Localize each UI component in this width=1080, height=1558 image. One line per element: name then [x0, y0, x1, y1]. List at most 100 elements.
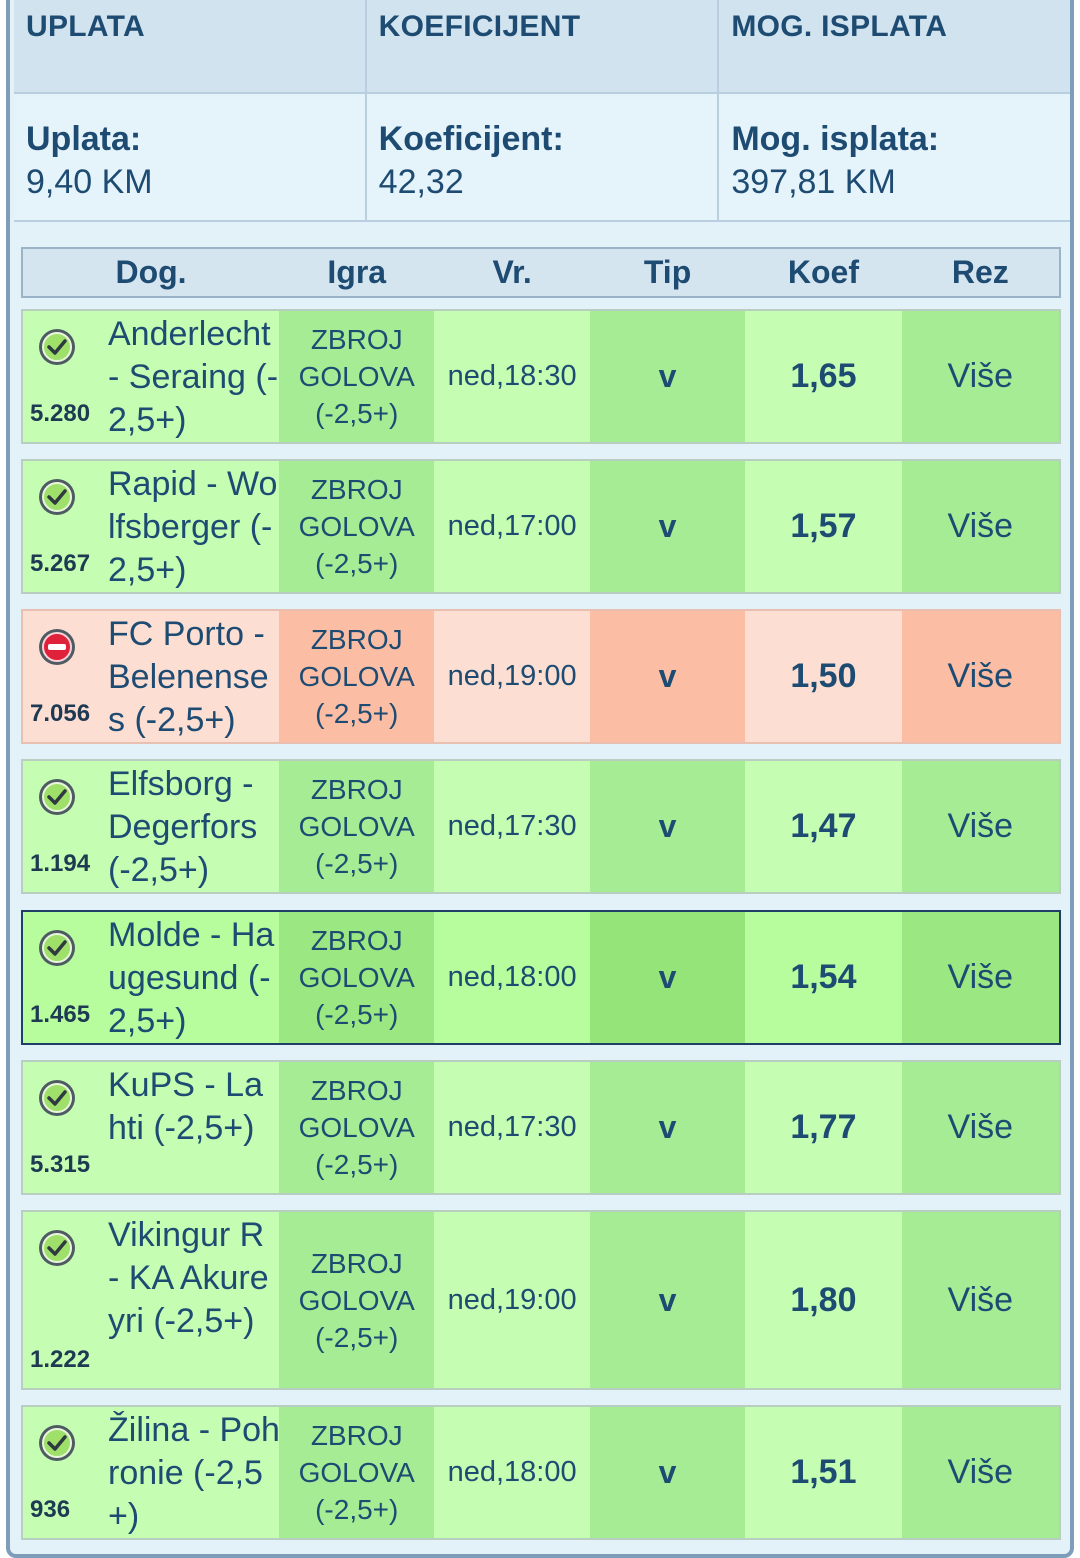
result-cell: Više	[901, 311, 1060, 442]
match-cell: 1.194 Elfsborg - Degerfors (-2,5+)	[23, 761, 280, 892]
game-line-3: (-2,5+)	[315, 398, 399, 429]
match-cell: 5.280 Anderlecht - Seraing (-2,5+)	[23, 311, 280, 442]
game-line-1: ZBROJ	[310, 624, 403, 655]
column-header-tip: Tip	[643, 254, 692, 290]
odds-cell: 1,51	[745, 1407, 902, 1538]
event-id: 5.315	[30, 1151, 91, 1178]
game-line-1: ZBROJ	[310, 1075, 403, 1106]
result-cell: Više	[901, 1062, 1060, 1193]
tip-cell: v	[589, 611, 746, 742]
result-cell: Više	[901, 1407, 1060, 1538]
odds-cell: 1,47	[745, 761, 902, 892]
time-cell: ned,17:00	[434, 461, 590, 592]
game-cell: ZBROJ GOLOVA (-2,5+)	[279, 461, 435, 592]
time-cell: ned,17:30	[434, 1062, 590, 1193]
time-cell: ned,17:30	[434, 761, 590, 892]
summary-values: Uplata: 9,40 KM Koeficijent: 42,32 Mog. …	[14, 92, 1070, 222]
match-name: Anderlecht - Seraing (-2,5+)	[108, 315, 279, 439]
tip-cell: v	[589, 1212, 746, 1388]
result-cell: Više	[901, 912, 1060, 1043]
summary-uplata-label: Uplata:	[26, 120, 142, 158]
odds-cell: 1,54	[745, 912, 902, 1043]
match-cell: 1.465 Molde - Haugesund (-2,5+)	[23, 912, 280, 1043]
game-line-2: GOLOVA	[298, 1457, 415, 1488]
time-cell: ned,19:00	[434, 611, 590, 742]
table-row[interactable]: 7.056 FC Porto - Belenenses (-2,5+) ZBRO…	[21, 609, 1061, 744]
tip-cell: v	[589, 912, 746, 1043]
tip-cell: v	[589, 461, 746, 592]
match-name: Elfsborg - Degerfors (-2,5+)	[108, 765, 258, 889]
check-circle-icon	[37, 477, 77, 517]
column-header-dog: Dog.	[115, 254, 187, 290]
summary-isplata-value: 397,81 KM	[731, 163, 896, 201]
event-id: 5.267	[30, 550, 91, 577]
column-header-igra: Igra	[327, 254, 387, 290]
time-cell: ned,18:30	[434, 311, 590, 442]
match-name: Vikingur R - KA Akureyri (-2,5+)	[108, 1216, 269, 1340]
time-cell: ned,18:00	[434, 1407, 590, 1538]
odds-cell: 1,80	[745, 1212, 902, 1388]
table-row[interactable]: 1.222 Vikingur R - KA Akureyri (-2,5+) Z…	[21, 1210, 1061, 1390]
event-id: 1.465	[30, 1001, 91, 1028]
result-cell: Više	[901, 1212, 1060, 1388]
game-cell: ZBROJ GOLOVA (-2,5+)	[279, 1212, 435, 1388]
match-cell: 7.056 FC Porto - Belenenses (-2,5+)	[23, 611, 280, 742]
table-row[interactable]: 1.194 Elfsborg - Degerfors (-2,5+) ZBROJ…	[21, 759, 1061, 894]
game-line-1: ZBROJ	[310, 925, 403, 956]
result-cell: Više	[901, 611, 1060, 742]
match-cell: 1.222 Vikingur R - KA Akureyri (-2,5+)	[23, 1212, 280, 1388]
odds-cell: 1,77	[745, 1062, 902, 1193]
event-id: 1.194	[30, 850, 91, 877]
check-circle-icon	[37, 1228, 77, 1268]
game-line-3: (-2,5+)	[315, 999, 399, 1030]
summary-isplata: Mog. isplata: 397,81 KM	[719, 94, 1070, 220]
game-line-1: ZBROJ	[310, 774, 403, 805]
game-cell: ZBROJ GOLOVA (-2,5+)	[279, 311, 435, 442]
summary-header-koeficijent: KOEFICIJENT	[367, 0, 720, 92]
game-line-2: GOLOVA	[298, 811, 415, 842]
match-cell: 5.315 KuPS - Lahti (-2,5+)	[23, 1062, 280, 1193]
column-header-rez: Rez	[951, 254, 1009, 290]
summary-koeficijent: Koeficijent: 42,32	[367, 94, 720, 220]
time-cell: ned,18:00	[434, 912, 590, 1043]
odds-cell: 1,50	[745, 611, 902, 742]
table-row[interactable]: 5.280 Anderlecht - Seraing (-2,5+) ZBROJ…	[21, 309, 1061, 444]
tip-cell: v	[589, 1407, 746, 1538]
check-circle-icon	[37, 1078, 77, 1118]
table-row[interactable]: 5.267 Rapid - Wolfsberger (-2,5+) ZBROJ G…	[21, 459, 1061, 594]
table-row[interactable]: 5.315 KuPS - Lahti (-2,5+) ZBROJ GOLOVA (-…	[21, 1060, 1061, 1195]
game-line-3: (-2,5+)	[315, 1494, 399, 1525]
game-line-3: (-2,5+)	[315, 548, 399, 579]
match-name: Žilina - Pohronie (-2,5+)	[108, 1411, 280, 1535]
game-line-3: (-2,5+)	[315, 1321, 399, 1353]
match-cell: 5.267 Rapid - Wolfsberger (-2,5+)	[23, 461, 280, 592]
game-line-3: (-2,5+)	[315, 698, 399, 729]
game-line-2: GOLOVA	[298, 1112, 415, 1143]
odds-cell: 1,57	[745, 461, 902, 592]
event-id: 1.222	[30, 1346, 91, 1373]
game-line-3: (-2,5+)	[315, 1149, 399, 1180]
event-id: 5.280	[30, 400, 91, 427]
check-circle-icon	[37, 928, 77, 968]
match-name: FC Porto - Belenenses (-2,5+)	[108, 615, 269, 739]
match-name: Rapid - Wolfsberger (-2,5+)	[108, 465, 278, 589]
tip-cell: v	[589, 311, 746, 442]
check-circle-icon	[37, 1423, 77, 1463]
game-line-2: GOLOVA	[298, 962, 415, 993]
game-line-1: ZBROJ	[310, 1247, 403, 1279]
summary-uplata-value: 9,40 KM	[26, 163, 153, 201]
summary-header-isplata: MOG. ISPLATA	[731, 10, 948, 43]
game-line-2: GOLOVA	[298, 1284, 415, 1316]
match-name: KuPS - Lahti (-2,5+)	[108, 1066, 263, 1147]
table-row[interactable]: 936 Žilina - Pohronie (-2,5+) ZBROJ GOLOV…	[21, 1405, 1061, 1540]
game-line-1: ZBROJ	[310, 324, 403, 355]
result-cell: Više	[901, 461, 1060, 592]
game-line-1: ZBROJ	[310, 1420, 403, 1451]
event-id: 936	[30, 1496, 71, 1523]
game-cell: ZBROJ GOLOVA (-2,5+)	[279, 611, 435, 742]
game-line-2: GOLOVA	[298, 661, 415, 692]
tip-cell: v	[589, 1062, 746, 1193]
table-row-selected[interactable]: 1.465 Molde - Haugesund (-2,5+) ZBROJ GOL…	[21, 910, 1061, 1045]
summary-header-uplata: UPLATA	[14, 0, 367, 92]
minus-circle-icon	[37, 627, 77, 667]
